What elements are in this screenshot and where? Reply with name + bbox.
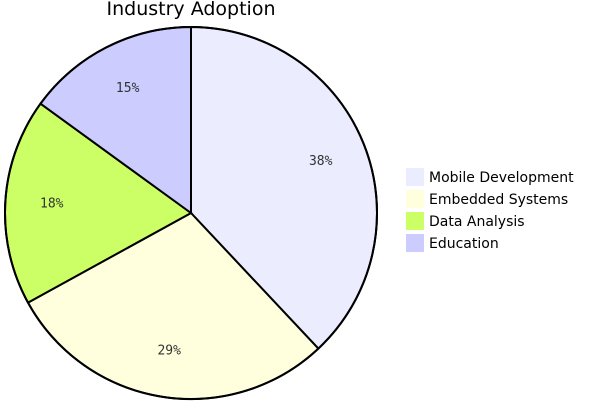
legend-swatch: [406, 212, 424, 230]
pie-slices: [4, 25, 378, 400]
legend-swatch: [406, 190, 424, 208]
legend-label: Data Analysis: [429, 214, 525, 230]
slice-value-label: 18%: [40, 197, 64, 212]
slice-value-label: 38%: [309, 154, 333, 169]
pie-outline: [4, 26, 378, 400]
legend-label: Mobile Development: [429, 170, 574, 186]
pie-slice-labels: 38% 29% 18% 15%: [40, 81, 333, 358]
slice-value-label: 15%: [116, 81, 140, 96]
legend: Mobile Development Embedded Systems Data A…: [406, 168, 574, 252]
legend-label: Embedded Systems: [429, 192, 568, 208]
chart-title: Industry Adoption: [107, 0, 276, 20]
legend-swatch: [406, 168, 424, 186]
legend-label: Education: [429, 236, 499, 252]
slice-value-label: 29%: [157, 343, 181, 358]
legend-swatch: [406, 234, 424, 252]
